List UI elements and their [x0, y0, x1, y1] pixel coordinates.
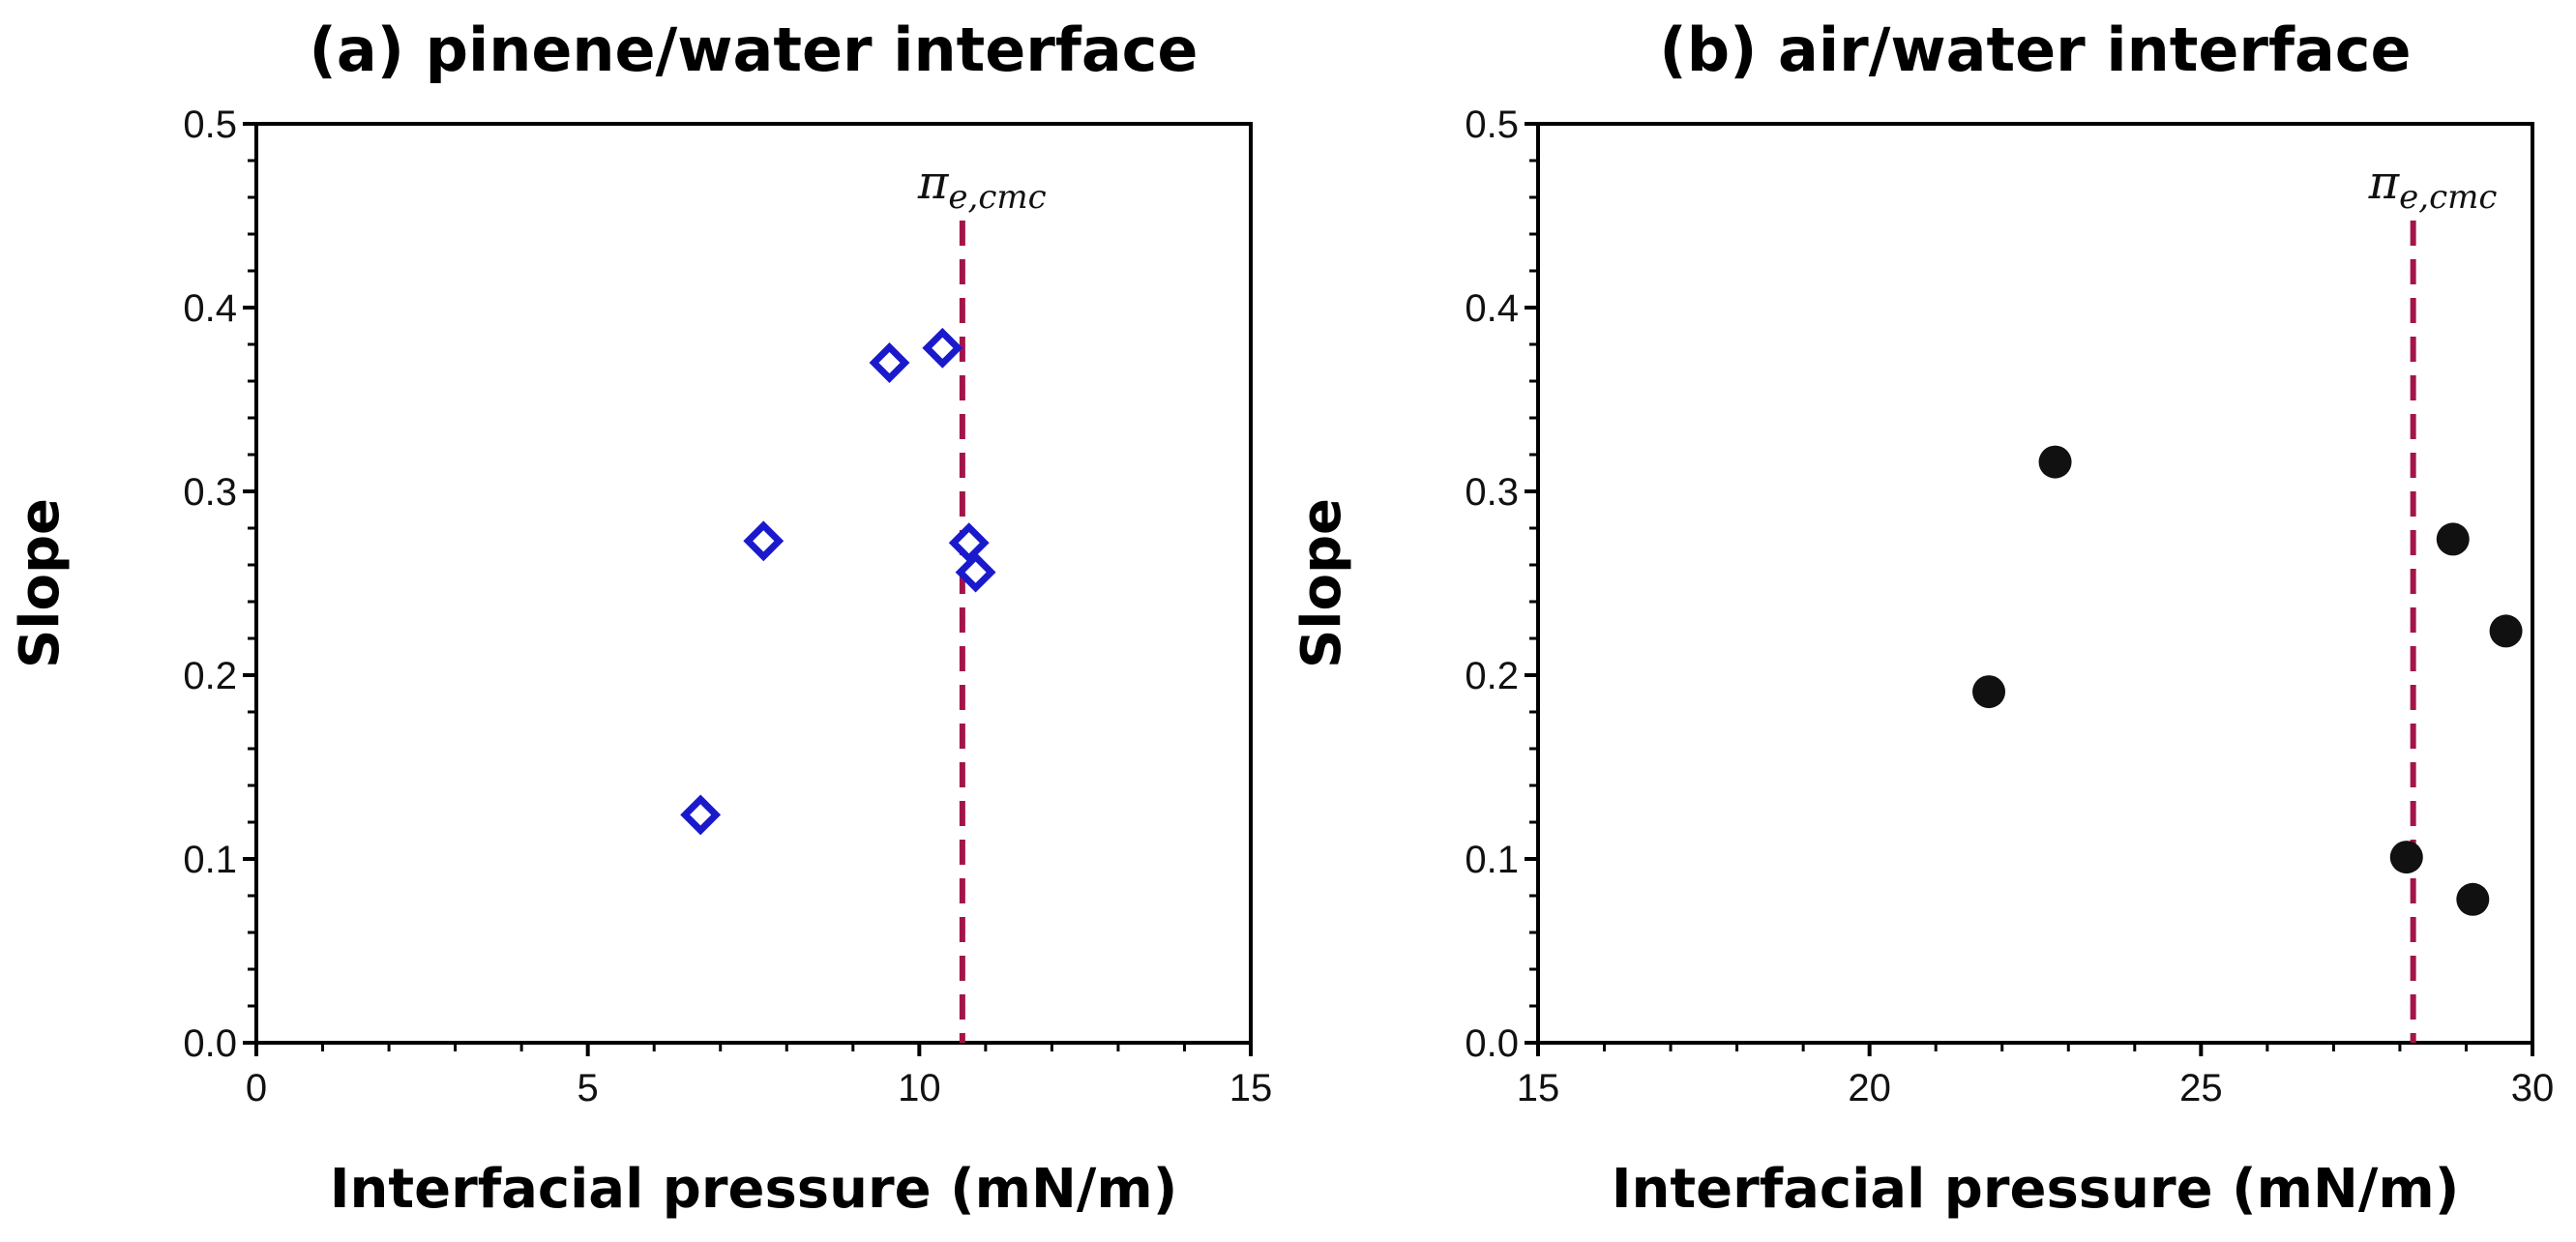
data-point — [922, 327, 963, 369]
y-tick-label: 0.0 — [1465, 1022, 1519, 1065]
data-point — [2038, 445, 2072, 479]
y-tick-label: 0.1 — [183, 839, 237, 881]
data-point — [680, 794, 722, 836]
cmc-label-subscript: e,cmc — [948, 178, 1046, 217]
y-tick-label: 0.4 — [1465, 287, 1519, 330]
data-point — [1972, 675, 2006, 709]
y-tick-label: 0.5 — [1465, 104, 1519, 146]
data-point — [2389, 841, 2423, 874]
x-tick-label: 10 — [898, 1067, 941, 1109]
x-tick-label: 20 — [1848, 1067, 1891, 1109]
x-tick-label: 25 — [2179, 1067, 2223, 1109]
cmc-label-subscript: e,cmc — [2399, 178, 2497, 217]
y-tick-label: 0.3 — [1465, 471, 1519, 514]
data-point — [948, 522, 990, 564]
plot-frame — [1536, 122, 2534, 1045]
data-point — [869, 342, 910, 383]
y-axis-label: Slope — [9, 498, 72, 668]
x-tick-label: 15 — [1229, 1067, 1273, 1109]
y-tick-label: 0.3 — [183, 471, 237, 514]
y-axis-label: Slope — [1290, 498, 1353, 668]
data-point — [2456, 882, 2490, 916]
chart-title: (a) pinene/water interface — [310, 15, 1199, 85]
y-tick-label: 0.5 — [183, 104, 237, 146]
cmc-label: πe,cmc — [917, 156, 1047, 217]
x-tick-label: 5 — [577, 1067, 599, 1109]
y-tick-label: 0.2 — [183, 655, 237, 697]
chart-title: (b) air/water interface — [1659, 15, 2411, 85]
data-point — [2489, 614, 2523, 648]
x-tick-label: 15 — [1517, 1067, 1560, 1109]
cmc-label: πe,cmc — [2368, 156, 2498, 217]
chart-pinene-water: (a) pinene/water interface 0 5 10 15 0.0 0.1 0.… — [9, 15, 1272, 1221]
y-tick-label: 0.1 — [1465, 839, 1519, 881]
data-point — [2436, 522, 2470, 556]
x-axis-label: Interfacial pressure (mN/m) — [1612, 1158, 2460, 1221]
plot-frame — [254, 122, 1253, 1045]
data-point — [955, 551, 996, 593]
y-tick-label: 0.4 — [183, 287, 237, 330]
x-tick-label: 30 — [2511, 1067, 2555, 1109]
y-tick-label: 0.0 — [183, 1022, 237, 1065]
y-tick-label: 0.2 — [1465, 655, 1519, 697]
x-axis-label: Interfacial pressure (mN/m) — [330, 1158, 1178, 1221]
chart-air-water: (b) air/water interface 15 20 25 30 0.0 0.1 0.2… — [1290, 15, 2554, 1221]
data-point — [743, 520, 785, 562]
cmc-label-pi: π — [917, 156, 950, 210]
x-tick-label: 0 — [246, 1067, 267, 1109]
cmc-label-pi: π — [2368, 156, 2401, 210]
